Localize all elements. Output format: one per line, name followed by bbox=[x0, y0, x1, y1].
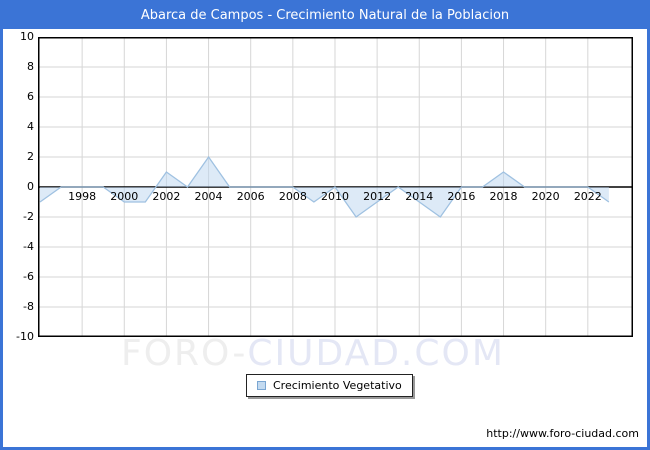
legend-label: Crecimiento Vegetativo bbox=[273, 379, 402, 392]
watermark: FORO-CIUDAD.COM bbox=[121, 333, 505, 374]
watermark-part2: CIUDAD.COM bbox=[247, 333, 505, 374]
x-tick-label: 2022 bbox=[573, 190, 602, 203]
x-tick-label: 2002 bbox=[152, 190, 181, 203]
y-tick-label: -2 bbox=[23, 210, 34, 223]
x-tick-label: 2000 bbox=[110, 190, 139, 203]
x-tick-label: 2004 bbox=[194, 190, 223, 203]
x-tick-label: 2012 bbox=[363, 190, 392, 203]
y-tick-label: -8 bbox=[23, 300, 34, 313]
x-tick-label: 2006 bbox=[236, 190, 265, 203]
y-tick-label: 0 bbox=[27, 180, 34, 193]
x-tick-label: 2016 bbox=[447, 190, 476, 203]
y-tick-label: 10 bbox=[20, 30, 34, 43]
plot-border bbox=[38, 37, 633, 337]
y-tick-label: -10 bbox=[16, 330, 34, 343]
y-tick-label: -4 bbox=[23, 240, 34, 253]
legend: Crecimiento Vegetativo bbox=[246, 374, 413, 397]
watermark-part1: FORO- bbox=[121, 333, 248, 374]
y-tick-label: -6 bbox=[23, 270, 34, 283]
data-series-fill bbox=[40, 157, 609, 217]
y-tick-label: 8 bbox=[27, 60, 34, 73]
x-tick-label: 2018 bbox=[489, 190, 518, 203]
footer-url[interactable]: http://www.foro-ciudad.com bbox=[486, 427, 639, 440]
x-tick-label: 2014 bbox=[405, 190, 434, 203]
y-tick-label: 4 bbox=[27, 120, 34, 133]
x-tick-label: 1998 bbox=[68, 190, 97, 203]
x-tick-label: 2020 bbox=[531, 190, 560, 203]
data-series-line bbox=[39, 155, 610, 218]
x-tick-label: 2008 bbox=[278, 190, 307, 203]
area-chart-svg bbox=[38, 37, 633, 337]
page-title: Abarca de Campos - Crecimiento Natural d… bbox=[3, 3, 647, 29]
y-tick-label: 2 bbox=[27, 150, 34, 163]
legend-swatch bbox=[257, 381, 266, 390]
y-tick-label: 6 bbox=[27, 90, 34, 103]
x-tick-label: 2010 bbox=[320, 190, 349, 203]
